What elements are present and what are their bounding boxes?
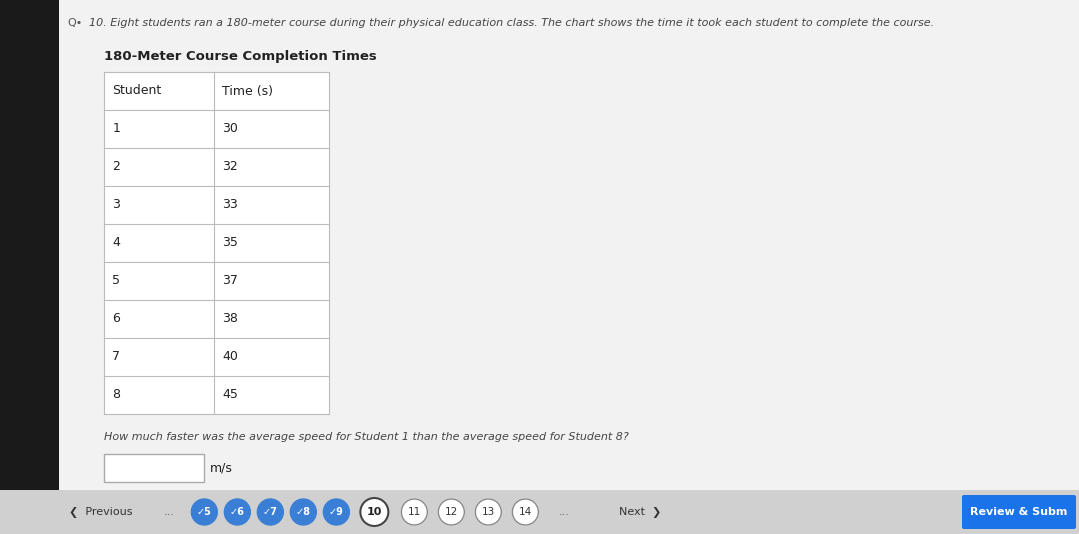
Circle shape — [224, 499, 250, 525]
Circle shape — [360, 498, 388, 526]
Bar — [0, 0, 59, 534]
Text: 38: 38 — [222, 312, 238, 326]
Text: 13: 13 — [481, 507, 495, 517]
Bar — [105, 72, 329, 414]
Text: 2: 2 — [112, 161, 120, 174]
Bar — [105, 454, 204, 482]
Text: 7: 7 — [112, 350, 121, 364]
Text: 32: 32 — [222, 161, 238, 174]
Text: 3: 3 — [112, 199, 120, 211]
Text: 8: 8 — [112, 389, 121, 402]
Text: 1: 1 — [112, 122, 120, 136]
Text: 35: 35 — [222, 237, 238, 249]
Text: ✓5: ✓5 — [196, 507, 211, 517]
Text: ...: ... — [559, 507, 570, 517]
Text: 11: 11 — [408, 507, 421, 517]
Text: m/s: m/s — [210, 461, 233, 475]
Text: 30: 30 — [222, 122, 238, 136]
Text: 45: 45 — [222, 389, 238, 402]
Circle shape — [401, 499, 427, 525]
Text: 14: 14 — [519, 507, 532, 517]
Text: ✓8: ✓8 — [296, 507, 311, 517]
Circle shape — [324, 499, 350, 525]
Text: 37: 37 — [222, 274, 238, 287]
Circle shape — [476, 499, 502, 525]
Circle shape — [191, 499, 217, 525]
FancyBboxPatch shape — [962, 495, 1076, 529]
Text: 10: 10 — [367, 507, 382, 517]
Text: 4: 4 — [112, 237, 120, 249]
Text: ✓9: ✓9 — [329, 507, 344, 517]
Text: Time (s): Time (s) — [222, 84, 273, 98]
Text: 5: 5 — [112, 274, 121, 287]
Bar — [0, 490, 1079, 534]
Circle shape — [258, 499, 284, 525]
Circle shape — [438, 499, 464, 525]
Text: ❮  Previous: ❮ Previous — [69, 507, 133, 517]
Text: 180-Meter Course Completion Times: 180-Meter Course Completion Times — [105, 50, 377, 63]
Text: Next  ❯: Next ❯ — [619, 507, 661, 517]
Text: How much faster was the average speed for Student 1 than the average speed for S: How much faster was the average speed fo… — [105, 432, 629, 442]
Circle shape — [513, 499, 538, 525]
Text: 12: 12 — [445, 507, 457, 517]
Circle shape — [290, 499, 316, 525]
Text: ✓6: ✓6 — [230, 507, 245, 517]
Text: 33: 33 — [222, 199, 238, 211]
Text: Student: Student — [112, 84, 162, 98]
Text: 40: 40 — [222, 350, 238, 364]
Text: ...: ... — [164, 507, 175, 517]
Text: Review & Subm: Review & Subm — [970, 507, 1068, 517]
Text: ✓7: ✓7 — [263, 507, 277, 517]
Text: 10. Eight students ran a 180-meter course during their physical education class.: 10. Eight students ran a 180-meter cours… — [90, 18, 934, 28]
Text: Q•: Q• — [67, 18, 83, 28]
Text: 6: 6 — [112, 312, 120, 326]
